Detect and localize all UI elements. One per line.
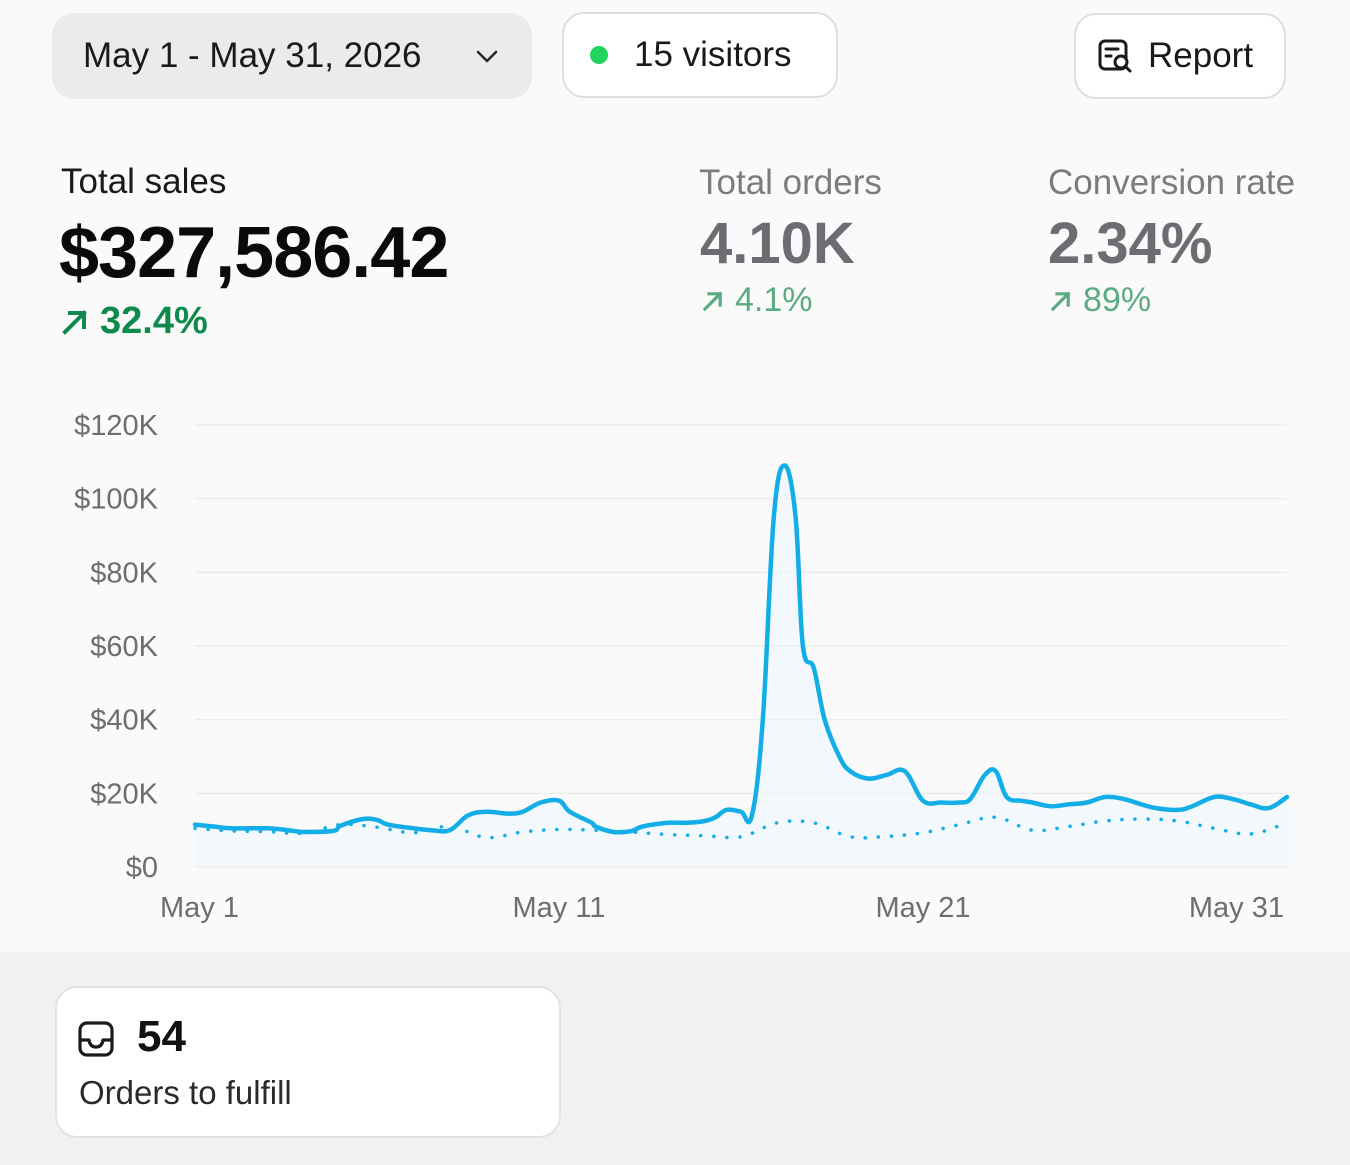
chart-grid	[195, 424, 1287, 868]
conversion-rate-change: 89%	[1049, 281, 1151, 320]
total-sales-label: Total sales	[61, 162, 227, 201]
inbox-icon	[78, 1021, 114, 1057]
previous-period-line	[193, 815, 1289, 840]
date-range-label: May 1 - May 31, 2026	[83, 36, 422, 75]
series-area-fill	[195, 465, 1287, 867]
live-status-dot	[590, 46, 608, 64]
y-tick-label: $0	[126, 852, 158, 884]
chart-series	[192, 463, 1290, 867]
x-axis-ticks: May 1 May 11 May 21 May 31	[160, 892, 1284, 924]
conversion-rate-label: Conversion rate	[1048, 163, 1296, 202]
report-search-icon	[1098, 39, 1132, 73]
y-tick-label: $60K	[90, 631, 158, 663]
total-orders-change: 4.1%	[701, 281, 813, 320]
x-tick-label: May 21	[875, 892, 970, 924]
sales-line-chart: $0 $20K $40K $60K $80K $100K $120K May 1 May 11…	[74, 410, 1290, 924]
orders-to-fulfill-label: Orders to fulfill	[79, 1074, 292, 1111]
x-tick-label: May 31	[1189, 892, 1284, 924]
date-range-picker[interactable]: May 1 - May 31, 2026	[52, 13, 532, 99]
total-sales-change: 32.4%	[60, 300, 208, 343]
y-tick-label: $120K	[74, 410, 159, 442]
y-tick-label: $100K	[74, 484, 159, 516]
conversion-rate-change-value: 89%	[1083, 281, 1152, 319]
total-orders-change-value: 4.1%	[735, 281, 813, 319]
orders-to-fulfill-count: 54	[137, 1012, 186, 1061]
current-period-line	[192, 463, 1290, 835]
y-axis-ticks: $0 $20K $40K $60K $80K $100K $120K	[74, 410, 159, 884]
report-button[interactable]: Report	[1074, 13, 1286, 99]
report-label: Report	[1148, 36, 1254, 75]
total-sales-value: $327,586.42	[59, 213, 449, 293]
y-tick-label: $20K	[90, 778, 158, 810]
total-orders-value: 4.10K	[700, 211, 855, 276]
trend-up-icon	[702, 291, 723, 311]
x-tick-label: May 1	[160, 892, 239, 924]
total-orders-label: Total orders	[699, 163, 882, 202]
y-tick-label: $80K	[90, 557, 158, 589]
total-sales-change-value: 32.4%	[100, 300, 208, 342]
chevron-down-icon	[476, 50, 498, 63]
trend-up-icon	[62, 309, 87, 335]
conversion-rate-value: 2.34%	[1048, 211, 1213, 276]
y-tick-label: $40K	[90, 705, 158, 737]
live-visitors-button[interactable]: 15 visitors	[562, 12, 838, 98]
x-tick-label: May 11	[513, 892, 606, 924]
orders-to-fulfill-card[interactable]: 54 Orders to fulfill	[55, 986, 561, 1138]
visitors-label: 15 visitors	[634, 35, 792, 74]
trend-up-icon	[1050, 291, 1071, 311]
